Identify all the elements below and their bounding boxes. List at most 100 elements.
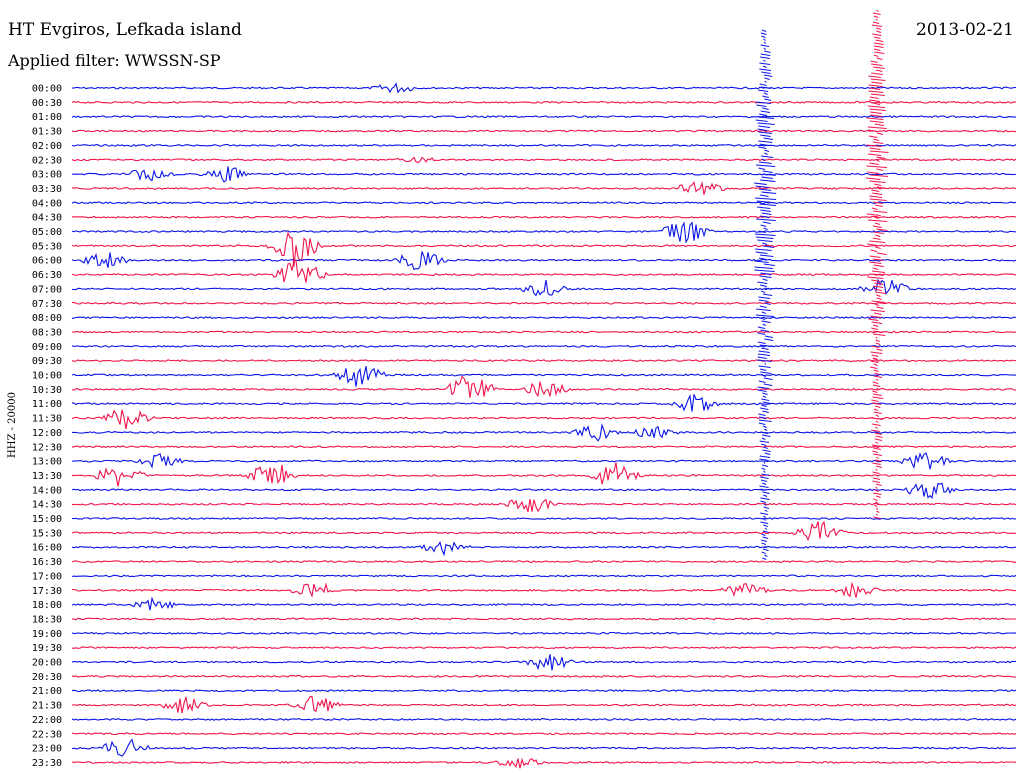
row-label: 18:00 — [32, 600, 62, 611]
row-label: 12:30 — [32, 442, 62, 453]
row-label: 19:30 — [32, 643, 62, 654]
trace-line — [71, 115, 1017, 119]
trace-line — [71, 452, 1017, 470]
row-label: 16:00 — [32, 543, 62, 554]
trace-line — [71, 517, 1017, 520]
trace-line — [71, 520, 1017, 542]
row-label: 17:30 — [32, 586, 62, 597]
trace-line — [71, 231, 1017, 267]
row-label: 15:30 — [32, 528, 62, 539]
row-label: 09:00 — [32, 342, 62, 353]
row-label: 14:00 — [32, 485, 62, 496]
trace-line — [71, 278, 1017, 297]
row-label: 04:30 — [32, 213, 62, 224]
date-label: 2013-02-21 — [915, 20, 1014, 40]
row-label: 09:30 — [32, 356, 62, 367]
trace-line — [71, 394, 1017, 412]
row-label: 23:30 — [32, 758, 62, 769]
row-label: 15:00 — [32, 514, 62, 525]
trace-line — [71, 221, 1017, 244]
row-label: 01:30 — [32, 127, 62, 138]
trace-line — [71, 330, 1017, 334]
row-label: 16:30 — [32, 557, 62, 568]
row-label: 06:00 — [32, 256, 62, 267]
row-label: 22:30 — [32, 729, 62, 740]
trace-line — [72, 423, 1017, 442]
trace-line — [71, 596, 1017, 611]
row-label: 03:30 — [32, 184, 62, 195]
row-label: 02:30 — [32, 155, 62, 166]
trace-line — [71, 366, 1017, 387]
trace-line — [71, 100, 1017, 104]
row-label: 04:00 — [32, 198, 62, 209]
trace-line — [71, 738, 1017, 757]
station-title: HT Evgiros, Lefkada island — [8, 20, 242, 40]
row-label: 11:30 — [32, 414, 62, 425]
row-labels: 00:00 00:30 01:00 01:30 02:00 02:30 03:00 03:30… — [32, 84, 62, 769]
trace-line — [71, 717, 1017, 721]
trace-line — [71, 462, 1017, 487]
row-label: 05:30 — [32, 241, 62, 252]
trace-line — [71, 143, 1017, 147]
trace-line — [71, 82, 1017, 94]
row-label: 20:00 — [32, 658, 62, 669]
trace-line — [71, 409, 1017, 430]
seismic-traces — [71, 9, 1017, 769]
row-label: 05:00 — [32, 227, 62, 238]
trace-line — [71, 654, 1017, 671]
y-axis-label: HHZ - 20000 — [7, 392, 18, 458]
trace-line — [71, 689, 1017, 693]
trace-line — [71, 156, 1017, 164]
trace-line — [71, 180, 1017, 195]
row-label: 00:30 — [32, 98, 62, 109]
row-label: 02:00 — [32, 141, 62, 152]
trace-line — [71, 201, 1017, 205]
row-label: 13:30 — [32, 471, 62, 482]
row-label: 10:00 — [32, 371, 62, 382]
trace-line — [71, 617, 1017, 621]
earthquake-signal — [754, 29, 777, 560]
row-label: 12:00 — [32, 428, 62, 439]
row-label: 07:30 — [32, 299, 62, 310]
row-label: 18:30 — [32, 614, 62, 625]
trace-line — [71, 251, 1017, 271]
trace-line — [71, 166, 1017, 183]
row-label: 17:00 — [32, 571, 62, 582]
row-label: 20:30 — [32, 672, 62, 683]
trace-line — [71, 498, 1017, 513]
row-label: 07:00 — [32, 284, 62, 295]
row-label: 01:00 — [32, 112, 62, 123]
trace-line — [71, 129, 1016, 133]
trace-line — [71, 695, 1017, 714]
trace-line — [71, 541, 1017, 557]
trace-line — [71, 482, 1017, 499]
trace-line — [71, 445, 1017, 449]
row-label: 21:00 — [32, 686, 62, 697]
trace-line — [71, 674, 1017, 678]
trace-line — [71, 646, 1017, 650]
trace-line — [72, 301, 1017, 305]
row-label: 22:00 — [32, 715, 62, 726]
row-label: 06:30 — [32, 270, 62, 281]
trace-line — [71, 560, 1016, 563]
row-label: 14:30 — [32, 500, 62, 511]
trace-line — [71, 631, 1017, 635]
trace-line — [71, 259, 1017, 283]
trace-line — [71, 316, 1017, 320]
row-label: 10:30 — [32, 385, 62, 396]
earthquake-signal — [865, 9, 889, 519]
row-label: 00:00 — [32, 84, 62, 95]
row-label: 21:30 — [32, 701, 62, 712]
row-label: 08:00 — [32, 313, 62, 324]
filter-label: Applied filter: WWSSN-SP — [8, 51, 221, 70]
trace-line — [72, 215, 1017, 219]
trace-line — [71, 375, 1017, 398]
trace-line — [71, 574, 1017, 578]
row-label: 13:00 — [32, 457, 62, 468]
row-label: 08:30 — [32, 327, 62, 338]
trace-line — [71, 757, 1017, 769]
row-label: 11:00 — [32, 399, 62, 410]
trace-line — [71, 732, 1017, 736]
row-label: 19:00 — [32, 629, 62, 640]
